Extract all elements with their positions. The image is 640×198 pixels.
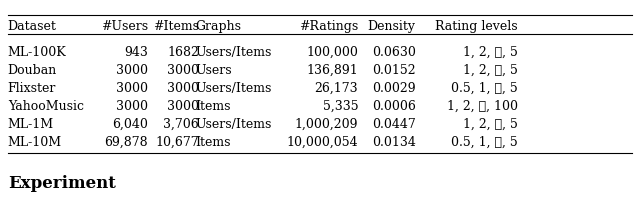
Text: #Items: #Items [153, 20, 199, 33]
Text: YahooMusic: YahooMusic [8, 100, 84, 113]
Text: 3000: 3000 [116, 82, 148, 95]
Text: Experiment: Experiment [8, 175, 116, 192]
Text: Dataset: Dataset [8, 20, 56, 33]
Text: Douban: Douban [8, 64, 57, 77]
Text: Rating levels: Rating levels [435, 20, 518, 33]
Text: 3000: 3000 [167, 100, 199, 113]
Text: Density: Density [367, 20, 415, 33]
Text: 1, 2, ⋯, 5: 1, 2, ⋯, 5 [463, 64, 518, 77]
Text: Flixster: Flixster [8, 82, 56, 95]
Text: #Ratings: #Ratings [299, 20, 358, 33]
Text: Users/Items: Users/Items [196, 82, 272, 95]
Text: 1, 2, ⋯, 5: 1, 2, ⋯, 5 [463, 46, 518, 59]
Text: 943: 943 [124, 46, 148, 59]
Text: 0.0152: 0.0152 [372, 64, 415, 77]
Text: 3000: 3000 [167, 64, 199, 77]
Text: 3,706: 3,706 [163, 118, 199, 131]
Text: 0.0630: 0.0630 [372, 46, 415, 59]
Text: 0.5, 1, ⋯, 5: 0.5, 1, ⋯, 5 [451, 82, 518, 95]
Text: 1,000,209: 1,000,209 [295, 118, 358, 131]
Text: 0.5, 1, ⋯, 5: 0.5, 1, ⋯, 5 [451, 136, 518, 148]
Text: 0.0447: 0.0447 [372, 118, 415, 131]
Text: 0.0006: 0.0006 [372, 100, 415, 113]
Text: 136,891: 136,891 [307, 64, 358, 77]
Text: ML-1M: ML-1M [8, 118, 54, 131]
Text: 69,878: 69,878 [104, 136, 148, 148]
Text: Graphs: Graphs [196, 20, 242, 33]
Text: ML-100K: ML-100K [8, 46, 67, 59]
Text: 10,000,054: 10,000,054 [287, 136, 358, 148]
Text: 26,173: 26,173 [315, 82, 358, 95]
Text: 0.0029: 0.0029 [372, 82, 415, 95]
Text: 10,677: 10,677 [156, 136, 199, 148]
Text: 1, 2, ⋯, 5: 1, 2, ⋯, 5 [463, 118, 518, 131]
Text: Items: Items [196, 100, 231, 113]
Text: 3000: 3000 [116, 64, 148, 77]
Text: 1, 2, ⋯, 100: 1, 2, ⋯, 100 [447, 100, 518, 113]
Text: Items: Items [196, 136, 231, 148]
Text: 3000: 3000 [116, 100, 148, 113]
Text: Users/Items: Users/Items [196, 118, 272, 131]
Text: 1682: 1682 [167, 46, 199, 59]
Text: #Users: #Users [101, 20, 148, 33]
Text: 6,040: 6,040 [112, 118, 148, 131]
Text: 0.0134: 0.0134 [372, 136, 415, 148]
Text: 3000: 3000 [167, 82, 199, 95]
Text: Users/Items: Users/Items [196, 46, 272, 59]
Text: 5,335: 5,335 [323, 100, 358, 113]
Text: 100,000: 100,000 [307, 46, 358, 59]
Text: Users: Users [196, 64, 232, 77]
Text: ML-10M: ML-10M [8, 136, 62, 148]
